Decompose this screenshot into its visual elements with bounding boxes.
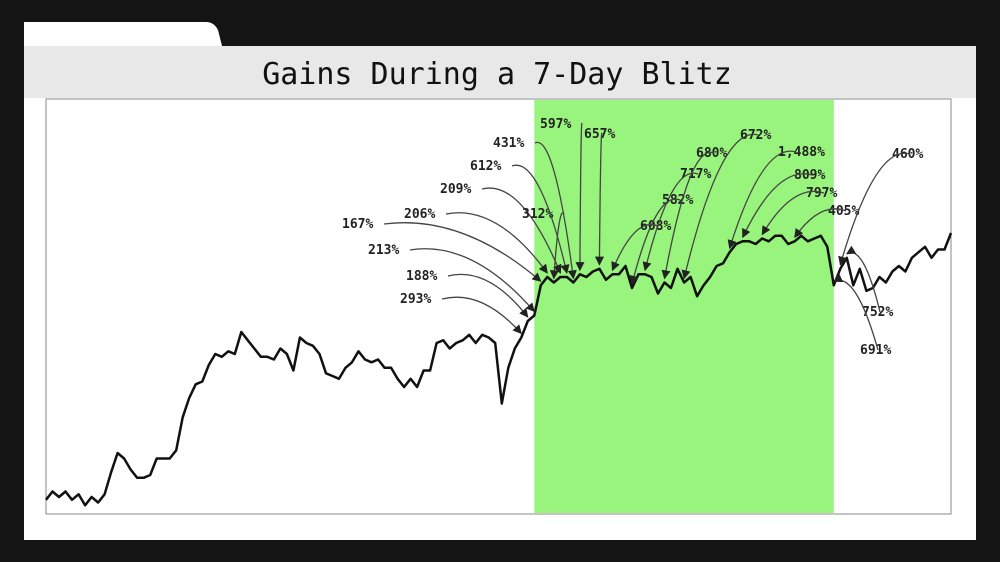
annotation-label: 691% xyxy=(860,343,891,358)
annotation-arrow xyxy=(575,122,585,272)
annotation-arrow xyxy=(481,187,562,274)
annotation-label: 680% xyxy=(696,146,727,161)
annotation-label: 582% xyxy=(662,193,693,208)
annotation-label: 809% xyxy=(794,168,825,183)
annotation-arrow xyxy=(661,151,715,280)
annotation-label: 293% xyxy=(400,292,431,307)
annotation-arrow xyxy=(534,141,577,280)
annotation-arrow xyxy=(629,198,681,285)
annotation-arrow xyxy=(846,245,881,313)
annotation-label: 167% xyxy=(342,217,373,232)
annotation-label: 460% xyxy=(892,147,923,162)
annotation-label: 597% xyxy=(540,117,571,132)
annotation-arrow xyxy=(832,273,879,351)
annotation-label: 209% xyxy=(440,182,471,197)
annotation-arrow xyxy=(445,212,548,274)
annotation-label: 717% xyxy=(680,167,711,182)
highlight-region xyxy=(534,100,834,513)
annotation-label: 672% xyxy=(740,128,771,143)
annotation-arrow xyxy=(383,222,542,282)
annotation-arrow xyxy=(727,150,797,250)
annotation-arrow xyxy=(611,223,659,272)
title-bar xyxy=(24,46,976,98)
annotation-arrow xyxy=(511,164,570,274)
annotation-arrow xyxy=(441,296,522,335)
annotation-arrow xyxy=(742,173,813,239)
annotation-label: 213% xyxy=(368,243,399,258)
annotation-arrow xyxy=(594,132,605,266)
annotation-label: 1,488% xyxy=(778,145,825,160)
annotation-label: 188% xyxy=(406,269,437,284)
annotation-label: 752% xyxy=(862,305,893,320)
annotation-label: 405% xyxy=(828,204,859,219)
annotation-label: 612% xyxy=(470,159,501,174)
plot-frame xyxy=(45,98,952,515)
annotation-label: 312% xyxy=(522,207,553,222)
annotation-arrow xyxy=(681,133,759,280)
annotation-label: 206% xyxy=(404,207,435,222)
annotation-arrow xyxy=(409,248,535,313)
annotation-label: 797% xyxy=(806,186,837,201)
annotation-arrow xyxy=(761,190,825,236)
annotation-label: 608% xyxy=(640,219,671,234)
annotation-arrow xyxy=(794,208,847,239)
annotation-arrow xyxy=(447,273,529,318)
annotation-arrow xyxy=(838,152,911,266)
chart-title: Gains During a 7-Day Blitz xyxy=(262,57,732,92)
annotation-label: 657% xyxy=(584,127,615,142)
annotation-label: 431% xyxy=(493,136,524,151)
